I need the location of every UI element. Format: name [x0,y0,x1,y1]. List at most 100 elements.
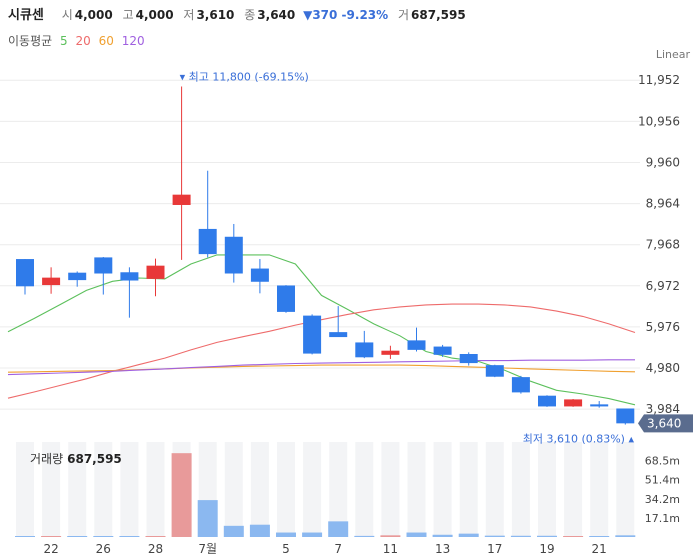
volume-bar[interactable] [484,535,505,537]
high-label: 고 [122,8,134,22]
last-price-tag-bg [638,414,693,433]
candle[interactable] [511,375,530,394]
volume-bar[interactable] [432,534,453,537]
volume-bar[interactable] [328,521,349,537]
volume-bar[interactable] [354,535,375,537]
volume-bar[interactable] [249,524,270,537]
volume-tick-label: 17.1m [645,512,680,525]
last-price-tag-label: 3,640 [647,416,681,430]
candle[interactable] [616,408,635,425]
volume-bar[interactable] [171,453,192,537]
candle[interactable] [250,259,269,294]
price-grid: 11,952 10,956 9,960 8,964 7,968 6,972 5,976 4,9… [0,73,680,416]
candle-body [511,377,530,393]
candle[interactable] [146,258,165,297]
ma-60-label: 60 [98,34,114,48]
volume-column-bg [616,442,635,537]
volume-bar[interactable] [458,533,479,537]
last-price-tag: 3,640 [638,414,693,433]
x-tick-label: 28 [148,542,163,555]
volume-bar[interactable] [563,536,584,537]
volume-bar[interactable] [302,532,323,537]
volume-column-bg [511,442,530,537]
volume-column-bg [42,442,61,537]
candle[interactable] [355,330,374,359]
volume-label: 거 [398,8,410,22]
candle[interactable] [381,345,400,359]
volume-latest: 687,595 [67,452,122,466]
candle[interactable] [538,395,556,407]
volume-bar[interactable] [380,535,401,537]
candle-body [94,257,113,274]
x-tick-label: 11 [383,542,398,555]
volume-column-bg [68,442,87,537]
candle[interactable] [590,401,609,408]
candle-body [381,350,400,355]
volume-column-bg [277,442,295,537]
candle[interactable] [198,170,217,258]
candle[interactable] [120,267,139,318]
y-tick-label: 4,980 [646,361,680,375]
volume-bar[interactable] [41,536,62,537]
volume-bar[interactable] [145,536,166,537]
candle[interactable] [224,223,243,283]
candle[interactable] [459,352,478,366]
y-tick-label: 6,972 [646,279,680,293]
volume-bar[interactable] [510,535,531,537]
volume-bar[interactable] [67,536,88,537]
candle[interactable] [172,86,191,260]
candle[interactable] [433,344,452,357]
candle-body [564,399,583,407]
volume-bar[interactable] [589,536,610,537]
candle[interactable] [68,271,87,287]
volume-bar[interactable] [615,535,636,537]
volume-bar[interactable] [93,536,114,537]
candle-body [303,315,322,354]
x-tick-label: 17 [487,542,502,555]
volume-column-bg [459,442,478,537]
volume-column-bg [381,442,400,537]
low-value: 3,610 [196,8,235,22]
volume-bar[interactable] [15,536,35,537]
y-tick-label: 7,968 [646,238,680,252]
candle-body [198,228,217,255]
ma-120-line [7,359,635,376]
x-tick-label: 5 [282,542,290,555]
candle[interactable] [277,285,295,313]
candle[interactable] [485,364,504,378]
ma-120-label: 120 [121,34,145,48]
candle-body [172,194,191,205]
volume-bar[interactable] [223,525,244,537]
open-label: 시 [61,8,73,22]
volume-tick-label: 34.2m [645,493,680,506]
candle[interactable] [16,259,34,295]
volume-column-bg [355,442,374,537]
volume-bar[interactable] [119,536,140,537]
candle-body [355,342,374,358]
volume-column-bg [250,442,269,537]
max-price-annotation: ▾ 최고 11,800 (-69.15%) [180,71,309,84]
candle[interactable] [94,256,113,295]
candle-body [120,272,139,281]
scale-label[interactable]: Linear [656,48,691,61]
volume-bar[interactable] [276,532,296,537]
candle[interactable] [329,306,348,338]
volume-bar[interactable] [406,532,427,537]
candle-body [224,236,243,274]
volume-column-bg [224,442,243,537]
x-tick-label: 21 [592,542,607,555]
candle[interactable] [407,327,426,352]
candle[interactable] [42,267,61,294]
candle[interactable] [564,398,583,407]
moving-average-legend[interactable]: 이동평균 5 20 60 120 [8,32,149,49]
volume-value: 687,595 [411,8,466,22]
volume-column-bg [16,442,34,537]
candle-body [485,365,504,377]
volume-bar[interactable] [537,535,557,537]
candle[interactable] [303,314,322,355]
volume-bar[interactable] [197,500,218,537]
volume-tick-label: 51.4m [645,474,680,487]
candle-body [277,285,295,312]
stock-quote-header: 시큐센 시 4,000 고 4,000 저 3,610 종 3,640 ▼370 -9.… [8,4,466,23]
